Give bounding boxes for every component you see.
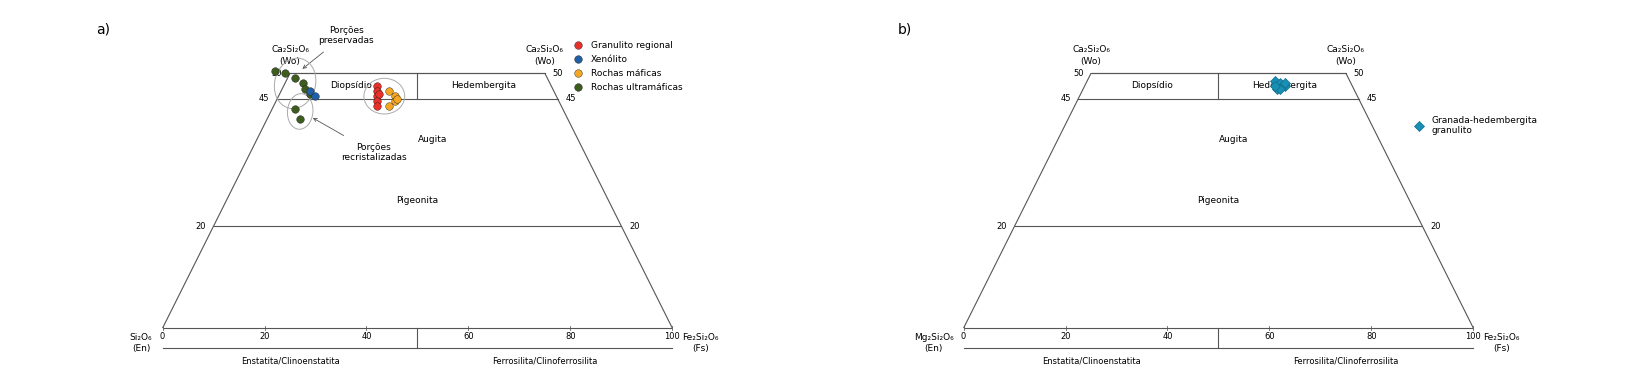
Text: Hedembergita: Hedembergita: [451, 81, 517, 90]
Text: Ferrosilita/Clinoferrosilita: Ferrosilita/Clinoferrosilita: [492, 356, 597, 365]
Text: 80: 80: [565, 332, 576, 341]
Text: 45: 45: [1367, 94, 1377, 103]
Legend: Granada-hedembergita
granulito: Granada-hedembergita granulito: [1410, 116, 1538, 135]
Text: Hedembergita: Hedembergita: [1252, 81, 1318, 90]
Text: Fe₂Si₂O₆
(Fs): Fe₂Si₂O₆ (Fs): [683, 333, 719, 352]
Text: 50: 50: [553, 69, 563, 78]
Text: Ca₂Si₂O₆
(Wo): Ca₂Si₂O₆ (Wo): [1072, 46, 1109, 66]
Text: Porções
preservadas: Porções preservadas: [318, 26, 374, 45]
Text: Si₂O₆
(En): Si₂O₆ (En): [130, 333, 153, 352]
Text: Ca₂Si₂O₆
(Wo): Ca₂Si₂O₆ (Wo): [271, 46, 309, 66]
Text: Pigeonita: Pigeonita: [397, 196, 438, 205]
Text: 45: 45: [1060, 94, 1070, 103]
Text: 100: 100: [1465, 332, 1482, 341]
Text: 100: 100: [665, 332, 679, 341]
Text: 20: 20: [629, 222, 640, 230]
Text: Ferrosilita/Clinoferrosilita: Ferrosilita/Clinoferrosilita: [1293, 356, 1398, 365]
Text: Ca₂Si₂O₆
(Wo): Ca₂Si₂O₆ (Wo): [525, 46, 565, 66]
Text: 20: 20: [996, 222, 1008, 230]
Text: 0: 0: [159, 332, 166, 341]
Text: Augita: Augita: [1219, 135, 1249, 144]
Text: 60: 60: [463, 332, 474, 341]
Text: Diopsídio: Diopsídio: [1131, 81, 1173, 90]
Legend: Granulito regional, Xenólito, Rochas máficas, Rochas ultramáficas: Granulito regional, Xenólito, Rochas máf…: [569, 41, 683, 92]
Text: Fe₂Si₂O₆
(Fs): Fe₂Si₂O₆ (Fs): [1483, 333, 1520, 352]
Text: 45: 45: [259, 94, 269, 103]
Text: b): b): [898, 22, 911, 36]
Text: 60: 60: [1264, 332, 1275, 341]
Text: 20: 20: [259, 332, 269, 341]
Text: 20: 20: [195, 222, 205, 230]
Text: 50: 50: [1354, 69, 1364, 78]
Text: Mg₂Si₂O₆
(En): Mg₂Si₂O₆ (En): [914, 333, 953, 352]
Text: Augita: Augita: [418, 135, 448, 144]
Text: 50: 50: [272, 69, 282, 78]
Text: 20: 20: [1060, 332, 1072, 341]
Text: Porções
recristalizadas: Porções recristalizadas: [341, 142, 407, 162]
Text: Ca₂Si₂O₆
(Wo): Ca₂Si₂O₆ (Wo): [1328, 46, 1365, 66]
Text: Pigeonita: Pigeonita: [1198, 196, 1239, 205]
Text: 50: 50: [1073, 69, 1083, 78]
Text: a): a): [97, 22, 110, 36]
Text: Enstatita/Clinoenstatita: Enstatita/Clinoenstatita: [1042, 356, 1140, 365]
Text: Enstatita/Clinoenstatita: Enstatita/Clinoenstatita: [241, 356, 340, 365]
Text: 45: 45: [565, 94, 576, 103]
Text: 40: 40: [361, 332, 373, 341]
Text: Diopsídio: Diopsídio: [330, 81, 373, 90]
Text: 0: 0: [962, 332, 967, 341]
Text: 80: 80: [1365, 332, 1377, 341]
Text: 40: 40: [1162, 332, 1173, 341]
Text: 20: 20: [1429, 222, 1441, 230]
